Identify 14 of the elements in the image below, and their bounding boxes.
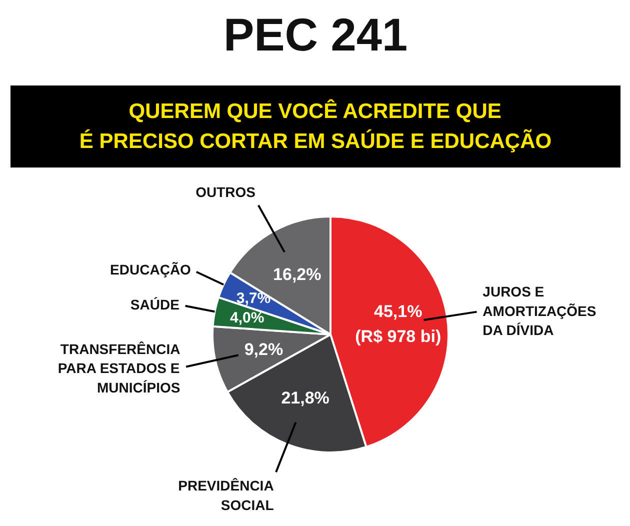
slice-label: JUROS E AMORTIZAÇÕES DA DÍVIDA xyxy=(482,284,596,338)
slice-label: OUTROS xyxy=(196,184,256,200)
data-label: 4,0% xyxy=(230,310,264,327)
data-label: 3,7% xyxy=(236,290,271,308)
slice-label: TRANSFERÊNCIA PARA ESTADOS E MUNICÍPIOS xyxy=(58,340,180,396)
chart-subtitle: QUEREM QUE VOCÊ ACREDITE QUE É PRECISO CORTAR EM SAÚDE E EDUCAÇÃO xyxy=(79,99,552,153)
data-label: 21,8% xyxy=(281,388,330,408)
slice-label: SAÚDE xyxy=(130,296,180,313)
slice-label: PREVIDÊNCIA SOCIAL xyxy=(178,478,274,513)
data-label: 9,2% xyxy=(244,340,284,359)
data-label: 16,2% xyxy=(273,265,322,284)
slice-label: EDUCAÇÃO xyxy=(110,261,192,278)
data-label: 45,1% (R$ 978 bi) xyxy=(355,302,442,346)
chart-title: PEC 241 xyxy=(223,8,408,60)
